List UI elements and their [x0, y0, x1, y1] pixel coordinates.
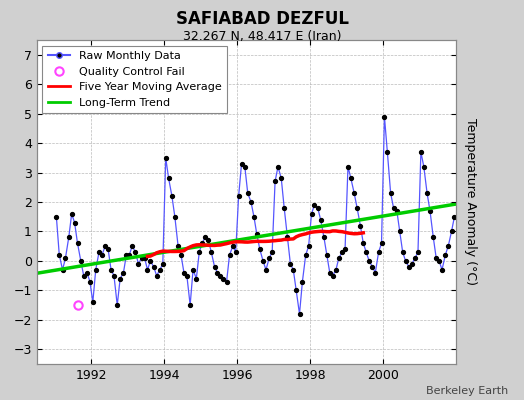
Text: Berkeley Earth: Berkeley Earth — [426, 386, 508, 396]
Text: SAFIABAD DEZFUL: SAFIABAD DEZFUL — [176, 10, 348, 28]
Text: 32.267 N, 48.417 E (Iran): 32.267 N, 48.417 E (Iran) — [183, 30, 341, 43]
Legend: Raw Monthly Data, Quality Control Fail, Five Year Moving Average, Long-Term Tren: Raw Monthly Data, Quality Control Fail, … — [42, 46, 227, 113]
Y-axis label: Temperature Anomaly (°C): Temperature Anomaly (°C) — [464, 118, 477, 286]
